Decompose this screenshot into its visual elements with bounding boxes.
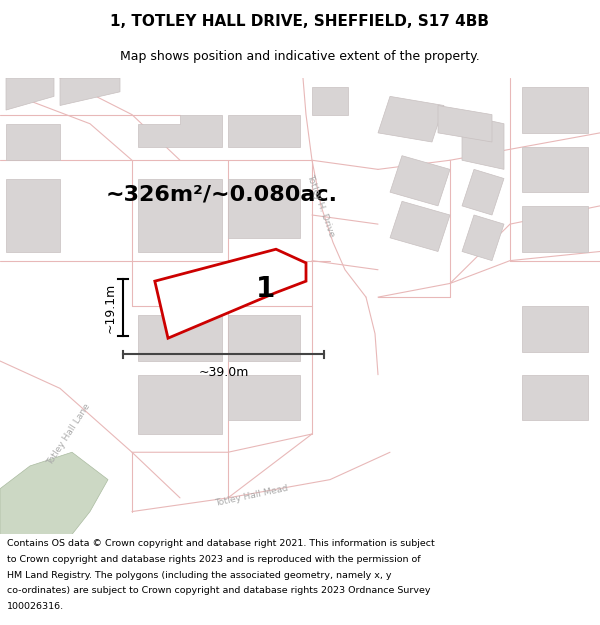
Polygon shape: [390, 201, 450, 251]
Polygon shape: [462, 215, 504, 261]
Polygon shape: [462, 114, 504, 169]
Polygon shape: [522, 206, 588, 251]
Polygon shape: [228, 179, 300, 238]
Polygon shape: [522, 374, 588, 420]
Text: Totley Hall Mead: Totley Hall Mead: [215, 484, 289, 508]
Polygon shape: [138, 179, 222, 251]
Polygon shape: [155, 249, 306, 338]
Text: ~19.1m: ~19.1m: [103, 282, 116, 332]
Polygon shape: [228, 316, 300, 361]
Polygon shape: [522, 88, 588, 133]
Polygon shape: [138, 316, 222, 361]
Polygon shape: [378, 96, 444, 142]
Text: to Crown copyright and database rights 2023 and is reproduced with the permissio: to Crown copyright and database rights 2…: [7, 555, 421, 564]
Polygon shape: [522, 146, 588, 192]
Polygon shape: [228, 114, 300, 146]
Polygon shape: [438, 106, 492, 142]
Text: ~326m²/~0.080ac.: ~326m²/~0.080ac.: [106, 184, 338, 204]
Text: Totley H. Drive: Totley H. Drive: [305, 173, 337, 239]
Text: 1, TOTLEY HALL DRIVE, SHEFFIELD, S17 4BB: 1, TOTLEY HALL DRIVE, SHEFFIELD, S17 4BB: [110, 14, 490, 29]
Polygon shape: [522, 306, 588, 352]
Polygon shape: [390, 156, 450, 206]
Polygon shape: [6, 124, 60, 160]
Polygon shape: [6, 179, 60, 251]
Text: HM Land Registry. The polygons (including the associated geometry, namely x, y: HM Land Registry. The polygons (includin…: [7, 571, 392, 579]
Polygon shape: [228, 374, 300, 420]
Polygon shape: [138, 114, 222, 146]
Text: 100026316.: 100026316.: [7, 602, 64, 611]
Polygon shape: [138, 374, 222, 434]
Text: co-ordinates) are subject to Crown copyright and database rights 2023 Ordnance S: co-ordinates) are subject to Crown copyr…: [7, 586, 431, 596]
Polygon shape: [6, 78, 54, 110]
Text: 1: 1: [256, 275, 275, 302]
Polygon shape: [462, 169, 504, 215]
Polygon shape: [60, 78, 120, 106]
Polygon shape: [312, 88, 348, 114]
Text: Contains OS data © Crown copyright and database right 2021. This information is : Contains OS data © Crown copyright and d…: [7, 539, 435, 548]
Text: Map shows position and indicative extent of the property.: Map shows position and indicative extent…: [120, 50, 480, 62]
Text: Totley Hall Lane: Totley Hall Lane: [46, 401, 92, 466]
Text: ~39.0m: ~39.0m: [199, 366, 248, 379]
Polygon shape: [0, 452, 108, 534]
